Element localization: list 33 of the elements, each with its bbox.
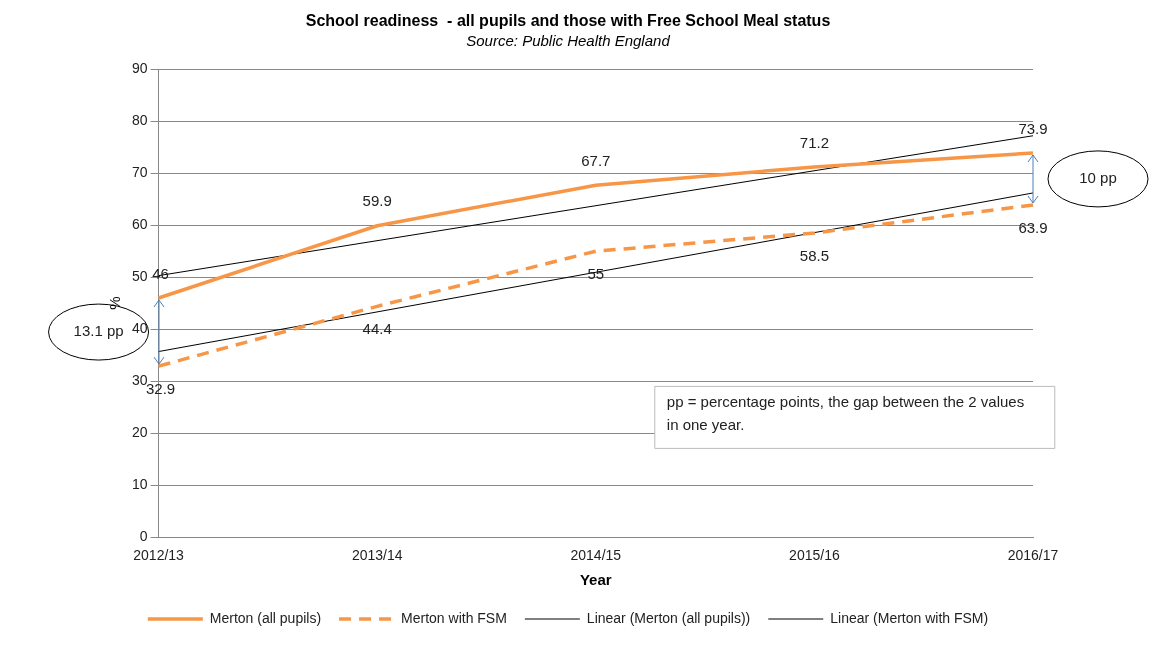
legend-label: Linear (Merton with FSM) [830, 609, 989, 626]
chart-subtitle: Source: Public Health England [466, 32, 671, 50]
data-label: 73.9 [1018, 119, 1048, 137]
data-label: 59.9 [362, 192, 392, 210]
x-tick-label: 2013/14 [351, 547, 403, 564]
data-label: 44.4 [362, 319, 392, 337]
y-tick-label: 60 [131, 216, 148, 233]
y-tick-label: 30 [131, 372, 148, 389]
data-label: 58.5 [799, 246, 829, 264]
y-tick-label: 50 [131, 268, 148, 285]
y-tick-label: 20 [131, 424, 148, 441]
x-tick-label: 2012/13 [133, 547, 185, 564]
x-tick-label: 2015/16 [789, 547, 840, 564]
chart-title: School readiness - all pupils and those with Free School Meal status [305, 12, 831, 30]
annotation: pp = percentage points, the gap between the 2 values in one year. [666, 393, 1025, 434]
y-tick-label: 90 [131, 60, 148, 77]
x-tick-label: 2014/15 [570, 547, 622, 564]
legend-label: Linear (Merton (all pupils)) [586, 609, 751, 626]
text: 13.1 pp [73, 322, 124, 340]
data-label: 63.9 [1018, 218, 1048, 236]
y-tick-label: 0 [139, 528, 148, 545]
y-axis-title: % [106, 296, 124, 310]
y-tick-label: 70 [131, 164, 148, 181]
y-tick-label: 80 [131, 112, 148, 129]
y-tick-label: 10 [131, 476, 148, 493]
legend-label: Merton (all pupils) [209, 609, 322, 626]
text: 10 pp [1079, 169, 1117, 187]
legend-label: Merton with FSM [401, 609, 507, 626]
x-axis-title: Year [579, 571, 612, 589]
data-label: 67.7 [581, 151, 611, 169]
data-label: 71.2 [799, 133, 829, 151]
y-tick-label: 40 [131, 320, 148, 337]
x-tick-label: 2016/17 [1007, 547, 1059, 564]
